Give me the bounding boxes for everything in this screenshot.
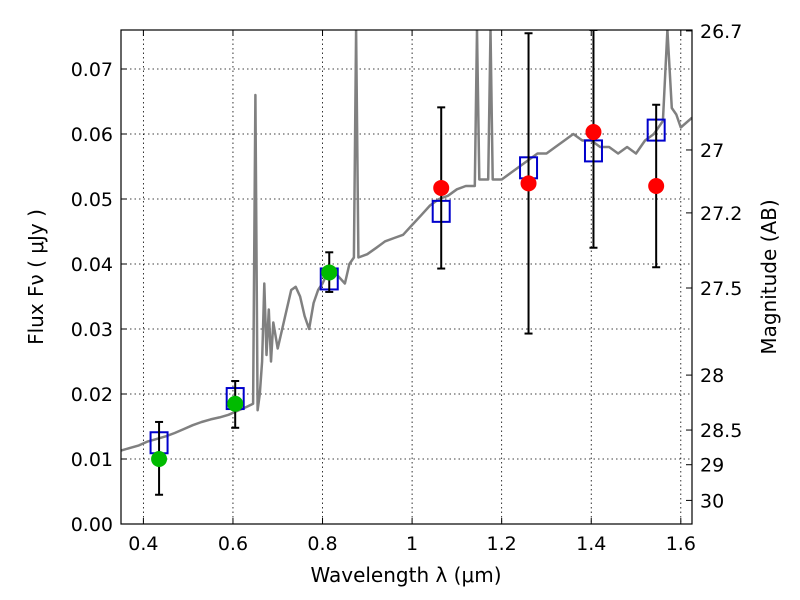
plot-area [121,30,692,496]
right-tick-label: 26.7 [700,21,742,43]
right-tick-label: 27 [700,140,724,162]
right-tick-label: 30 [700,490,724,512]
axis-ticks: 0.4 0.6 0.8 1 1.2 1.4 1.6 0.00 0.01 0.02 0.03 0.04 0… [71,21,743,555]
x-tick-label: 1.4 [576,533,606,555]
x-tick-label: 1 [406,533,418,555]
optical-detection-point [321,264,338,281]
nir-detection-point [585,124,602,141]
model-spectrum-line [121,30,692,452]
right-axis-label: Magnitude (AB) [757,199,781,354]
x-tick-label: 1.6 [666,533,696,555]
y-tick-label: 0.07 [71,59,113,81]
x-axis-label: Wavelength λ (μm) [310,563,501,587]
y-tick-label: 0.06 [71,124,113,146]
y-tick-label: 0.01 [71,449,113,471]
y-tick-label: 0.00 [71,514,113,536]
y-tick-label: 0.03 [71,319,113,341]
nir-detection-point [433,179,450,196]
right-tick-label: 28 [700,365,724,387]
x-tick-label: 0.4 [128,533,158,555]
optical-detection-point [151,451,168,467]
plot-frame [120,29,693,525]
y-tick-label: 0.02 [71,384,113,406]
right-tick-label: 27.5 [700,278,742,300]
x-tick-label: 0.6 [218,533,248,555]
right-tick-label: 29 [700,455,724,477]
y-tick-label: 0.04 [71,254,113,276]
x-tick-label: 1.2 [487,533,517,555]
nir-detection-point [520,175,537,192]
x-tick-label: 0.8 [307,533,337,555]
nir-detection-point [648,178,665,194]
right-tick-label: 27.2 [700,203,742,225]
optical-detection-point [227,395,244,412]
right-tick-label: 28.5 [700,420,742,442]
y-tick-label: 0.05 [71,189,113,211]
y-axis-label: Flux Fν ( μJy ) [24,209,48,345]
